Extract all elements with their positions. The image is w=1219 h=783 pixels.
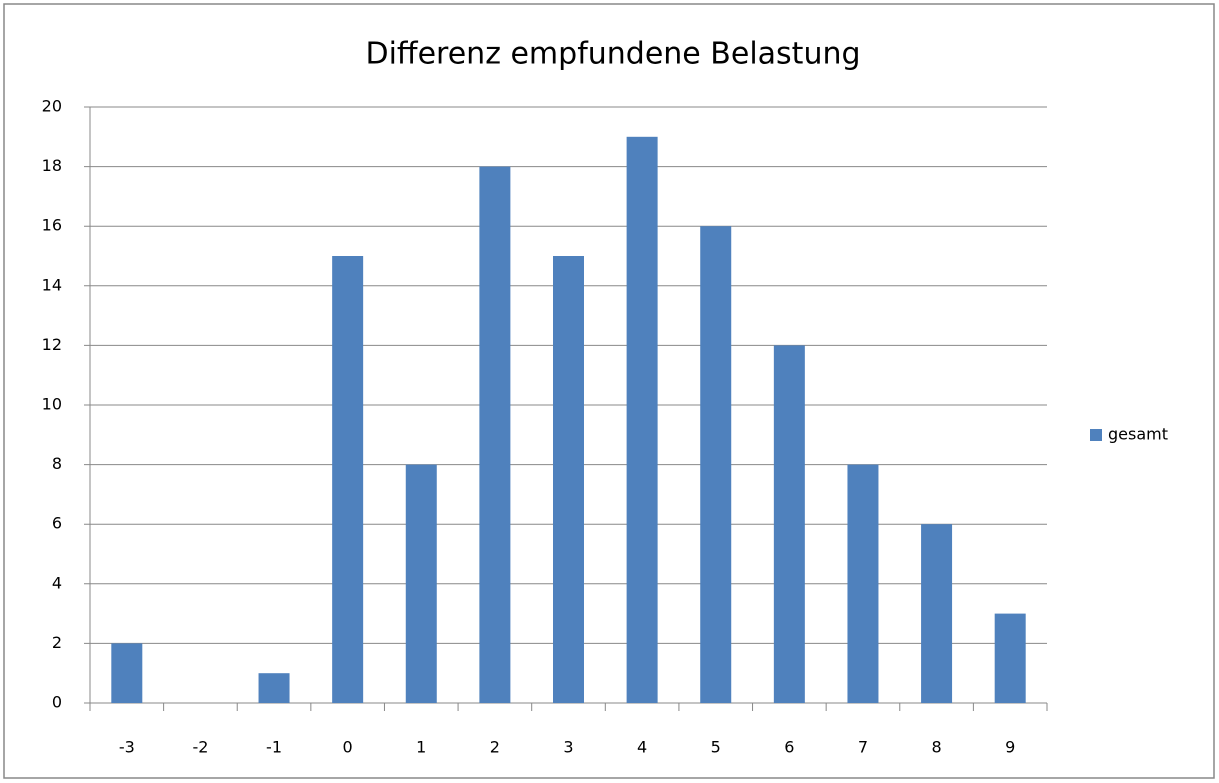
y-tick-label: 18: [42, 156, 62, 175]
x-tick-label: 4: [637, 738, 647, 757]
x-tick-label: -1: [266, 738, 282, 757]
x-tick-label: 3: [563, 738, 573, 757]
y-tick-label: 14: [42, 275, 62, 294]
legend-label: gesamt: [1108, 425, 1168, 444]
x-tick-label: 5: [711, 738, 721, 757]
y-tick-label: 4: [52, 573, 62, 592]
x-tick-label: 0: [343, 738, 353, 757]
bar: [773, 345, 805, 703]
chart-border: [3, 3, 1215, 779]
x-tick-label: 2: [490, 738, 500, 757]
chart-title: Differenz empfundene Belastung: [365, 37, 860, 72]
y-tick-label: 0: [52, 693, 62, 712]
x-tick-label: 9: [1005, 738, 1015, 757]
bar: [479, 166, 511, 704]
bar: [847, 464, 879, 703]
bar: [258, 673, 290, 703]
bar: [626, 136, 658, 704]
bar: [111, 643, 143, 703]
x-tick-label: 8: [931, 738, 941, 757]
x-tick-label: 6: [784, 738, 794, 757]
legend-swatch: [1090, 429, 1102, 441]
x-tick-label: -2: [192, 738, 208, 757]
y-tick-label: 12: [42, 335, 62, 354]
x-tick-label: -3: [119, 738, 135, 757]
y-tick-label: 20: [42, 97, 62, 116]
y-tick-label: 6: [52, 514, 62, 533]
bar: [700, 226, 732, 703]
x-tick-label: 7: [858, 738, 868, 757]
bar: [921, 524, 953, 703]
y-tick-label: 2: [52, 633, 62, 652]
bar: [332, 256, 364, 703]
bar: [405, 464, 437, 703]
bar: [994, 613, 1026, 703]
bar: [553, 256, 584, 703]
y-tick-label: 10: [42, 395, 62, 414]
y-tick-label: 8: [52, 454, 62, 473]
x-tick-label: 1: [416, 738, 426, 757]
y-tick-label: 16: [42, 216, 62, 235]
